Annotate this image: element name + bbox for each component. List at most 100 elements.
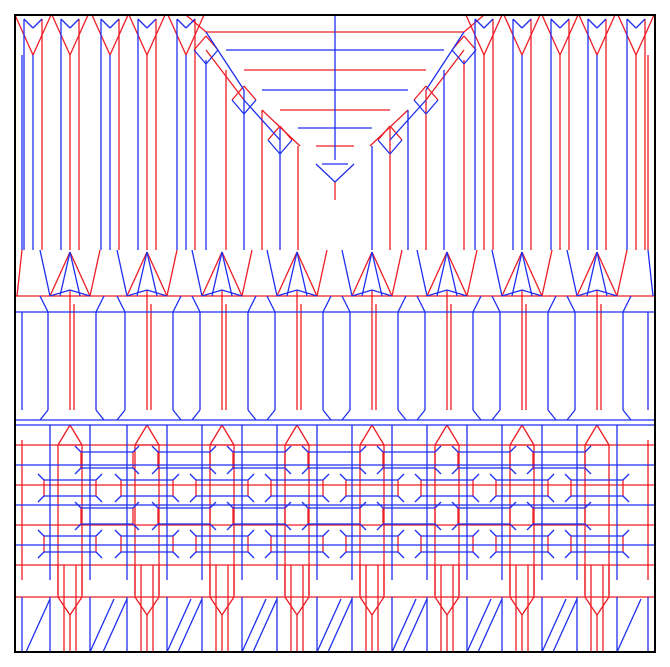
valley-crease: [95, 295, 105, 313]
valley-crease: [584, 467, 592, 475]
valley-crease: [359, 445, 367, 453]
valley-crease: [566, 409, 576, 421]
mountain-crease: [221, 251, 243, 297]
mountain-crease: [521, 424, 535, 446]
valley-crease: [69, 289, 91, 297]
valley-crease: [191, 249, 203, 297]
valley-crease: [205, 31, 245, 91]
valley-crease: [132, 445, 140, 453]
valley-crease: [351, 289, 373, 297]
valley-crease: [647, 249, 654, 297]
mountain-crease: [466, 249, 478, 297]
valley-crease: [146, 251, 158, 297]
mountain-crease: [221, 596, 235, 616]
valley-crease: [635, 18, 646, 29]
valley-crease: [296, 289, 318, 297]
valley-crease: [69, 251, 81, 297]
valley-crease: [247, 551, 255, 559]
valley-crease: [397, 495, 405, 503]
valley-crease: [491, 409, 501, 421]
valley-crease: [451, 501, 459, 509]
mountain-crease: [209, 596, 223, 616]
valley-crease: [247, 473, 255, 481]
valley-crease: [474, 18, 485, 29]
valley-crease: [584, 501, 592, 509]
valley-crease: [547, 295, 557, 313]
valley-crease: [322, 495, 330, 503]
valley-crease: [114, 473, 122, 481]
valley-crease: [451, 445, 459, 453]
valley-crease: [279, 139, 293, 155]
valley-crease: [526, 445, 534, 453]
mountain-crease: [57, 424, 71, 446]
valley-folds: [14, 14, 655, 653]
valley-crease: [226, 445, 234, 453]
valley-crease: [267, 139, 281, 155]
valley-crease: [414, 473, 422, 481]
mountain-crease: [16, 249, 23, 297]
valley-crease: [37, 551, 45, 559]
mountain-crease: [296, 424, 310, 446]
mountain-folds: [14, 14, 655, 652]
valley-crease: [284, 523, 292, 531]
valley-crease: [596, 289, 618, 297]
valley-crease: [301, 501, 309, 509]
mountain-crease: [596, 424, 610, 446]
valley-crease: [266, 295, 276, 313]
valley-crease: [587, 18, 598, 29]
valley-crease: [264, 495, 272, 503]
valley-crease: [151, 523, 159, 531]
valley-crease: [37, 529, 45, 537]
valley-crease: [586, 251, 598, 297]
valley-crease: [397, 529, 405, 537]
valley-crease: [472, 529, 480, 537]
valley-crease: [371, 251, 383, 297]
valley-crease: [74, 523, 82, 531]
valley-crease: [100, 18, 111, 29]
valley-crease: [596, 18, 607, 29]
valley-crease: [472, 473, 480, 481]
valley-crease: [95, 529, 103, 537]
valley-crease: [376, 445, 384, 453]
valley-crease: [339, 551, 347, 559]
mountain-crease: [69, 424, 83, 446]
valley-crease: [426, 289, 448, 297]
valley-crease: [132, 523, 140, 531]
valley-crease: [322, 473, 330, 481]
valley-crease: [74, 467, 82, 475]
valley-crease: [209, 445, 217, 453]
valley-crease: [191, 295, 201, 313]
valley-crease: [301, 523, 309, 531]
mountain-crease: [316, 249, 328, 297]
valley-crease: [526, 501, 534, 509]
valley-crease: [116, 409, 126, 421]
valley-crease: [521, 18, 532, 29]
valley-crease: [221, 251, 233, 297]
mountain-crease: [69, 596, 83, 616]
valley-crease: [451, 467, 459, 475]
valley-crease: [132, 501, 140, 509]
valley-crease: [32, 18, 43, 29]
valley-crease: [243, 99, 257, 115]
mountain-crease: [284, 424, 298, 446]
valley-crease: [509, 467, 517, 475]
paper-border: [14, 14, 656, 653]
valley-crease: [60, 18, 71, 29]
valley-crease: [284, 501, 292, 509]
mountain-crease: [371, 251, 393, 297]
valley-crease: [23, 18, 34, 29]
valley-crease: [389, 139, 403, 155]
mountain-crease: [434, 596, 448, 616]
valley-crease: [509, 523, 517, 531]
mountain-crease: [576, 251, 598, 297]
valley-crease: [114, 529, 122, 537]
mountain-crease: [446, 251, 468, 297]
valley-crease: [526, 467, 534, 475]
valley-crease: [489, 473, 497, 481]
mountain-crease: [69, 251, 91, 297]
valley-crease: [564, 529, 572, 537]
valley-crease: [341, 295, 351, 313]
valley-crease: [489, 551, 497, 559]
valley-crease: [376, 523, 384, 531]
valley-crease: [322, 529, 330, 537]
